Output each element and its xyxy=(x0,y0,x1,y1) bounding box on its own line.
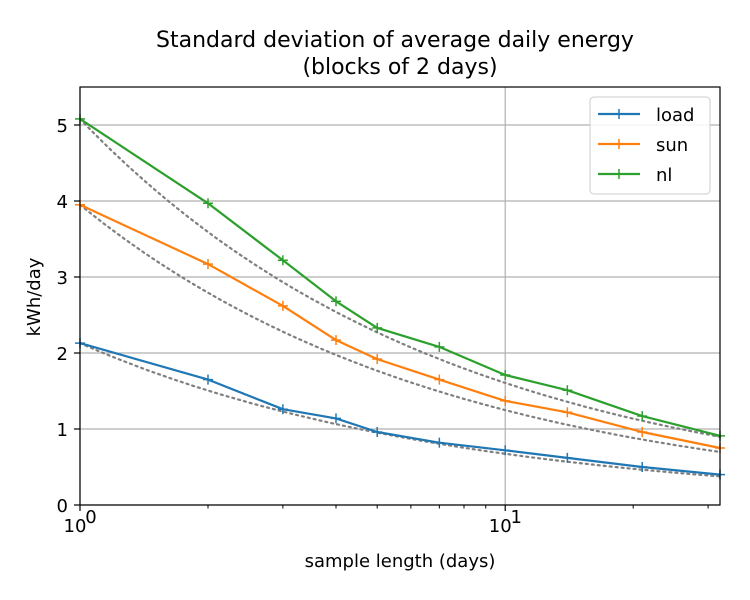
reference-lines xyxy=(78,117,722,478)
y-tick-label: 5 xyxy=(57,116,68,137)
data-point-load xyxy=(331,413,341,424)
data-point-nl xyxy=(277,255,288,266)
x-tick-exponent: 0 xyxy=(85,507,96,528)
data-point-nl xyxy=(562,385,573,396)
data-point-nl xyxy=(372,322,383,333)
reference-curve xyxy=(78,203,722,453)
data-point-nl xyxy=(637,411,648,422)
data-point-sun xyxy=(372,354,383,365)
reference-curve xyxy=(78,342,722,478)
y-axis-label: kWh/day xyxy=(24,257,45,336)
data-point-load xyxy=(500,445,511,456)
data-point-sun xyxy=(500,395,511,406)
chart-title-line1: Standard deviation of average daily ener… xyxy=(156,28,634,53)
legend-box xyxy=(589,96,711,195)
series-line-nl xyxy=(79,117,721,437)
x-tick-label: 10 xyxy=(64,516,87,537)
data-point-sun xyxy=(203,259,213,270)
legend-label-load: load xyxy=(656,105,694,126)
y-tick-label: 3 xyxy=(57,268,68,289)
data-point-nl xyxy=(434,341,445,352)
data-point-sun xyxy=(277,300,288,311)
plot-frame xyxy=(79,86,721,506)
data-point-load xyxy=(277,404,288,415)
data-point-sun xyxy=(331,335,341,346)
data-point-nl xyxy=(331,296,341,307)
data-point-load xyxy=(203,374,213,385)
chart-title-line2: (blocks of 2 days) xyxy=(302,55,497,80)
y-tick-label: 2 xyxy=(57,344,68,365)
data-point-load xyxy=(372,427,383,438)
data-point-sun xyxy=(637,427,648,438)
series-lines xyxy=(75,113,725,480)
data-point-load xyxy=(637,462,648,472)
y-tick-label: 1 xyxy=(57,420,68,441)
x-axis-label: sample length (days) xyxy=(305,551,496,572)
reference-curve xyxy=(78,117,722,438)
series-line-sun xyxy=(79,203,721,450)
legend-label-sun: sun xyxy=(656,135,688,156)
data-point-load xyxy=(434,437,445,448)
data-point-nl xyxy=(500,370,511,381)
data-point-load xyxy=(562,452,573,463)
data-point-sun xyxy=(434,374,445,385)
legend: load sun nl xyxy=(589,96,711,195)
data-point-sun xyxy=(562,407,573,418)
x-tick-label: 10 xyxy=(489,516,512,537)
y-tick-label: 0 xyxy=(57,496,68,517)
data-point-nl xyxy=(203,198,213,209)
series-line-load xyxy=(79,342,721,476)
legend-label-nl: nl xyxy=(656,165,672,186)
y-tick-label: 4 xyxy=(57,192,68,213)
x-tick-exponent: 1 xyxy=(510,507,521,528)
